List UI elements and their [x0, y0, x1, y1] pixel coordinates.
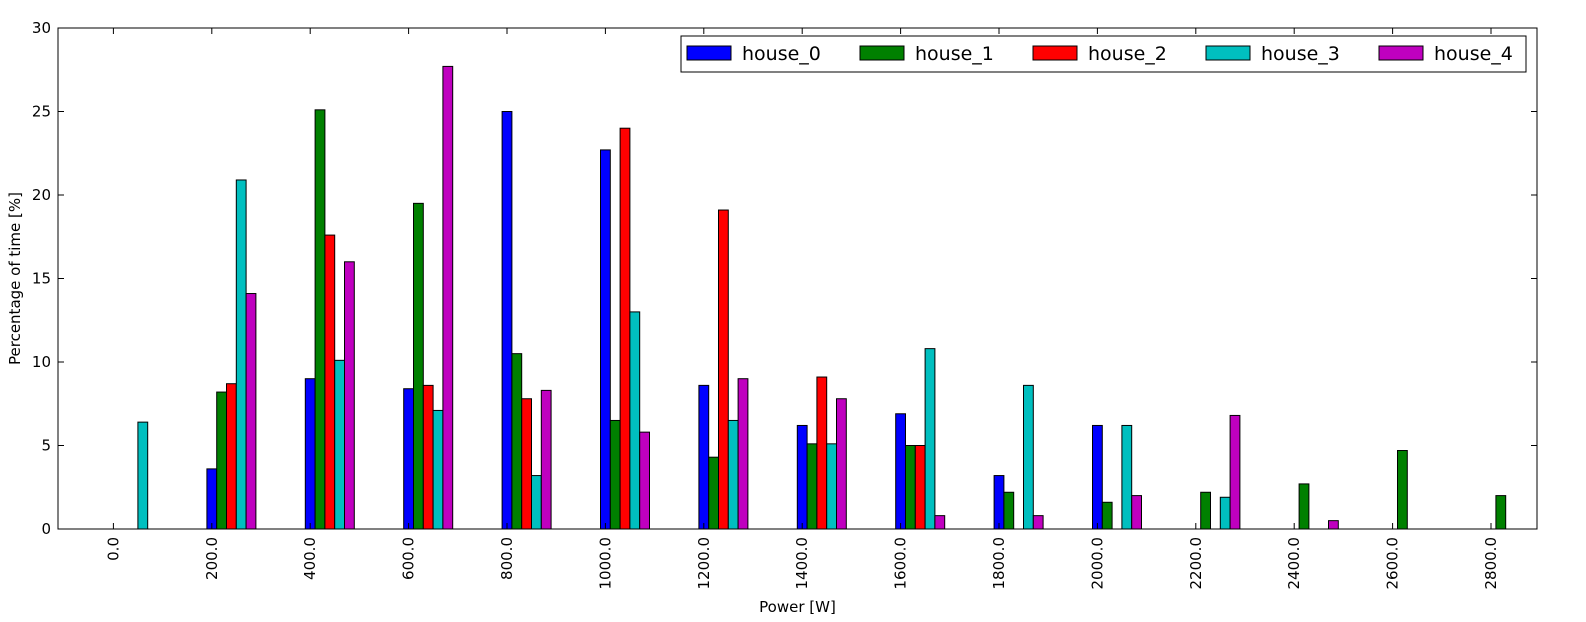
x-tick-label: 800.0: [498, 537, 516, 580]
bar-house_1-400.0: [314, 109, 326, 530]
legend-label-house_2: house_2: [1088, 43, 1167, 65]
bar-house_4-1200.0: [737, 378, 749, 530]
bar-house_2-1200.0: [718, 209, 729, 530]
bar-house_0-1800.0: [993, 475, 1005, 530]
bar-house_3-1400.0: [826, 443, 838, 530]
bar-house_1-600.0: [413, 202, 424, 530]
bar-house_3-800.0: [531, 475, 542, 530]
x-tick-label: 1000.0: [596, 537, 614, 590]
bar-house_0-1600.0: [895, 413, 907, 530]
x-tick-label: 1200.0: [695, 537, 713, 590]
bar-house_3-600.0: [432, 409, 444, 530]
bar-house_1-2200.0: [1200, 491, 1211, 530]
bar-house_1-2000.0: [1101, 501, 1113, 530]
bar-house_4-1400.0: [836, 398, 847, 530]
bar-house_1-200.0: [216, 391, 227, 530]
legend-label-house_3: house_3: [1261, 43, 1340, 65]
x-tick-label: 2600.0: [1384, 537, 1402, 590]
bar-house_0-1400.0: [796, 424, 808, 530]
legend: house_0 house_1 house_2 house_3 house_4: [680, 35, 1527, 73]
bar-house_0-2000.0: [1092, 424, 1103, 530]
legend-label-house_1: house_1: [915, 43, 994, 65]
x-tick-label: 1800.0: [990, 537, 1008, 590]
y-axis: 0 5 10 15 20 25 30: [32, 19, 1537, 538]
bar-house_4-1800.0: [1032, 515, 1044, 530]
bar-house_0-1200.0: [698, 384, 710, 530]
bar-house_1-800.0: [511, 353, 523, 530]
x-tick-label: 400.0: [301, 537, 319, 580]
bar-house_1-1000.0: [609, 419, 621, 530]
bar-house_0-1000.0: [600, 149, 611, 530]
bar-house_4-2400.0: [1328, 520, 1339, 530]
bar-house_0-600.0: [403, 388, 415, 530]
bar-layer: [137, 65, 1507, 530]
bar-house_1-1600.0: [905, 445, 916, 530]
bar-house_4-200.0: [245, 293, 257, 530]
bar-house_2-1600.0: [914, 445, 926, 530]
x-tick-label: 0.0: [104, 537, 122, 561]
y-tick-label: 25: [32, 103, 51, 121]
bar-house_1-2600.0: [1397, 450, 1408, 530]
x-tick-label: 2000.0: [1088, 537, 1106, 590]
y-tick-label: 15: [32, 270, 51, 288]
bar-house_4-2000.0: [1131, 495, 1142, 530]
bar-house_3-400.0: [334, 359, 346, 530]
bar-house_2-800.0: [521, 398, 533, 530]
bar-house_3-2200.0: [1219, 496, 1231, 530]
x-tick-label: 2800.0: [1482, 537, 1500, 590]
bar-house_1-2800.0: [1495, 495, 1507, 530]
bar-house_3-1000.0: [629, 311, 641, 530]
bar-house_1-2400.0: [1298, 483, 1310, 530]
legend-swatch-house_2: [1032, 45, 1078, 61]
bar-house_4-1600.0: [934, 515, 946, 530]
legend-swatch-house_4: [1378, 45, 1424, 61]
x-tick-label: 1400.0: [793, 537, 811, 590]
bar-house_1-1200.0: [708, 456, 720, 530]
bar-house_2-1400.0: [816, 376, 828, 530]
bar-house_2-1000.0: [619, 127, 631, 530]
x-tick-label: 2200.0: [1187, 537, 1205, 590]
bar-house_0-400.0: [304, 378, 316, 530]
bar-house_0-200.0: [206, 468, 218, 530]
legend-label-house_4: house_4: [1434, 43, 1513, 65]
bar-house_4-2200.0: [1229, 414, 1241, 530]
bar-house_4-1000.0: [639, 431, 651, 530]
bar-house_3-2000.0: [1121, 424, 1133, 530]
legend-swatch-house_3: [1205, 45, 1251, 61]
bar-house_2-200.0: [226, 383, 237, 530]
bar-house_1-1400.0: [806, 443, 818, 530]
bar-house_3-1600.0: [924, 348, 936, 530]
bar-house_4-800.0: [540, 389, 552, 530]
legend-swatch-house_0: [686, 45, 732, 61]
bar-house_2-600.0: [422, 384, 434, 530]
x-tick-label: 1600.0: [892, 537, 910, 590]
bar-house_3-0.0: [137, 421, 149, 530]
y-tick-label: 10: [32, 353, 51, 371]
y-tick-label: 30: [32, 19, 51, 37]
x-axis-label: Power [W]: [759, 598, 836, 616]
y-tick-label: 5: [41, 437, 51, 455]
y-tick-label: 0: [41, 520, 51, 538]
y-axis-label: Percentage of time [%]: [6, 192, 24, 365]
x-tick-label: 2400.0: [1285, 537, 1303, 590]
legend-label-house_0: house_0: [742, 43, 821, 65]
bar-house_0-800.0: [501, 111, 513, 530]
x-tick-label: 200.0: [203, 537, 221, 580]
x-tick-label: 600.0: [400, 537, 418, 580]
bar-house_2-400.0: [324, 234, 336, 530]
bar-house_1-1800.0: [1003, 491, 1015, 530]
bar-house_3-1800.0: [1023, 384, 1034, 530]
bar-house_4-400.0: [344, 261, 355, 530]
legend-swatch-house_1: [859, 45, 905, 61]
y-tick-label: 20: [32, 186, 51, 204]
bar-house_3-1200.0: [727, 419, 739, 530]
x-axis: 0.0 200.0 400.0 600.0 800.0 1000.0 1200.0 1400.…: [104, 28, 1500, 590]
bar-house_3-200.0: [235, 179, 247, 530]
bar-house_4-600.0: [442, 65, 454, 530]
